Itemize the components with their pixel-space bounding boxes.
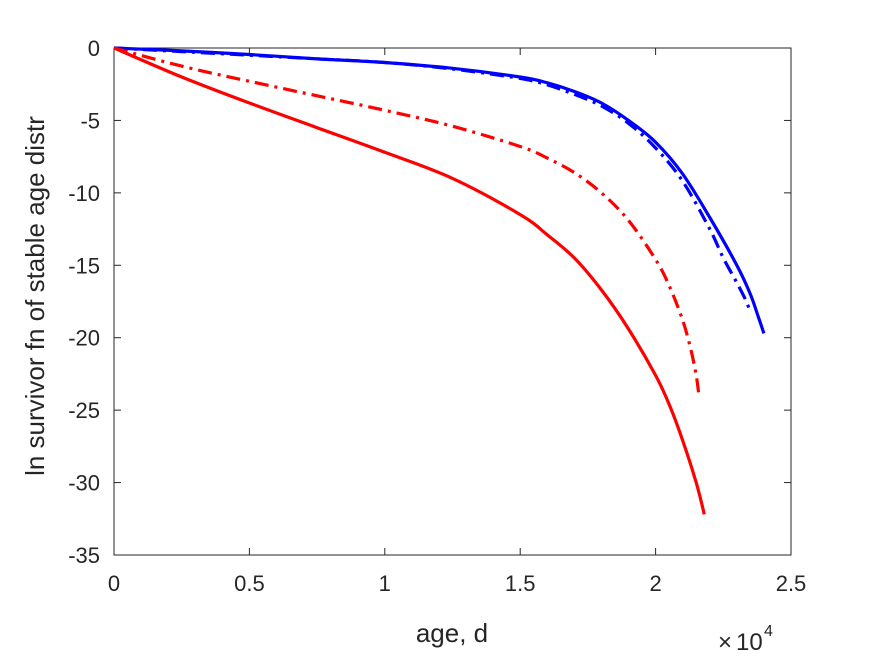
y-tick-label: -15 [68, 253, 100, 278]
x-multiplier-times: × [718, 629, 732, 656]
series-group [113, 46, 766, 515]
x-axis-label: age, d [416, 618, 488, 648]
x-multiplier-base: 10 [736, 629, 763, 656]
y-tick-labels: 0 -5 -10 -15 -20 -25 -30 -35 [68, 36, 100, 568]
y-tick-label: 0 [88, 36, 100, 61]
y-tick-label: -35 [68, 543, 100, 568]
x-multiplier-exponent: 4 [764, 623, 773, 640]
series-line-4 [113, 46, 706, 515]
x-tick-label: 2 [649, 571, 661, 596]
y-tick-label: -20 [68, 326, 100, 351]
x-multiplier: × 10 4 [718, 623, 773, 656]
y-axis-label: ln survivor fn of stable age distr [20, 116, 50, 476]
x-tick-label: 2.5 [776, 571, 807, 596]
y-tick-label: -25 [68, 398, 100, 423]
series-line-2 [113, 46, 752, 313]
x-tick-label: 0.5 [234, 571, 265, 596]
y-tick-label: -10 [68, 181, 100, 206]
x-tick-label: 1 [379, 571, 391, 596]
x-tick-labels: 0 0.5 1 1.5 2 2.5 [108, 571, 806, 596]
x-tick-label: 0 [108, 571, 120, 596]
plot-area [113, 47, 792, 556]
series-line-3 [113, 46, 701, 396]
y-tick-label: -30 [68, 471, 100, 496]
x-tick-label: 1.5 [505, 571, 536, 596]
y-tick-label: -5 [80, 108, 100, 133]
